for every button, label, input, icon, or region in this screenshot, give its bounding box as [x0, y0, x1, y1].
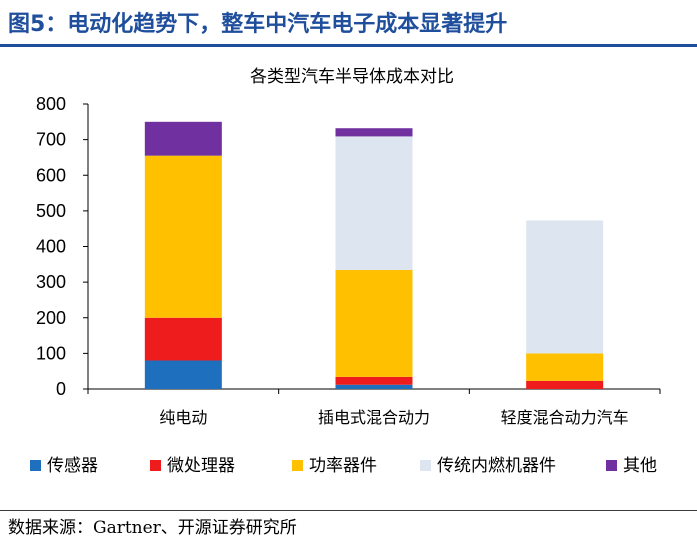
source-rule	[0, 510, 697, 511]
bar-segment	[144, 121, 222, 156]
bar-segment	[144, 317, 222, 361]
legend-swatch	[292, 460, 303, 471]
x-tick-label: 插电式混合动力	[318, 408, 430, 427]
bar-segment	[335, 384, 413, 389]
legend-label: 微处理器	[167, 456, 235, 476]
legend-swatch	[150, 460, 161, 471]
bar-segment	[526, 353, 604, 381]
bar-segment	[335, 270, 413, 377]
x-axis-labels: 纯电动 插电式混合动力 轻度混合动力汽车	[159, 408, 628, 427]
y-tick-label: 400	[36, 237, 66, 257]
bar-segment	[526, 380, 604, 389]
bar-segment	[335, 376, 413, 385]
y-tick-label: 300	[36, 272, 66, 292]
bar-segment	[144, 155, 222, 318]
bar-segment	[335, 128, 413, 137]
x-tick-label: 轻度混合动力汽车	[501, 408, 629, 427]
legend-label: 其他	[623, 456, 657, 476]
y-tick-label: 100	[36, 343, 66, 363]
y-tick-label: 800	[36, 94, 66, 114]
legend-swatch	[420, 460, 431, 471]
legend-label: 功率器件	[309, 456, 377, 476]
source-note: 数据来源：Gartner、开源证券研究所	[8, 518, 297, 538]
y-tick-label: 600	[36, 165, 66, 185]
y-tick-label: 700	[36, 130, 66, 150]
title-rule	[0, 44, 697, 47]
bars	[144, 121, 604, 389]
figure-title: 图5：电动化趋势下，整车中汽车电子成本显著提升	[8, 12, 508, 37]
bar-segment	[335, 136, 413, 271]
legend-label: 传感器	[47, 456, 98, 476]
chart-title: 各类型汽车半导体成本对比	[250, 67, 454, 87]
y-tick-label: 200	[36, 308, 66, 328]
y-tick-label: 500	[36, 201, 66, 221]
x-tick-label: 纯电动	[159, 408, 207, 427]
legend-swatch	[606, 460, 617, 471]
legend: 传感器 微处理器 功率器件 传统内燃机器件 其他	[30, 456, 657, 476]
axes: 0 100 200 300 400 500 600 700 800	[36, 94, 661, 399]
legend-label: 传统内燃机器件	[437, 456, 556, 476]
bar-segment	[526, 220, 604, 354]
bar-segment	[144, 360, 222, 389]
legend-swatch	[30, 460, 41, 471]
stacked-bar-chart: 各类型汽车半导体成本对比 0 100 200 300 400 500 600 700 800 纯…	[30, 67, 661, 476]
y-tick-label: 0	[56, 379, 66, 399]
